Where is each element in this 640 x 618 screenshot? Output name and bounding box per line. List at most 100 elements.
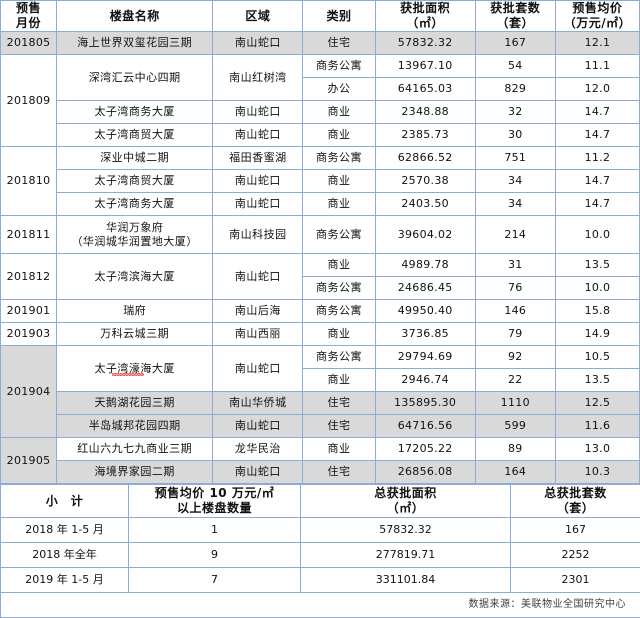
cell-presale-avg-price: 13.0 — [555, 438, 639, 461]
header-line-1: 预售均价 10 万元/㎡ — [131, 486, 298, 501]
summary-project-count: 7 — [129, 568, 301, 593]
cell-presale-avg-price: 12.5 — [555, 392, 639, 415]
summary-project-count: 9 — [129, 543, 301, 568]
cell-approved-units: 30 — [475, 124, 555, 147]
cell-category: 商业 — [303, 101, 375, 124]
cell-category: 商业 — [303, 323, 375, 346]
summary-total-area: 57832.32 — [301, 518, 511, 543]
header-line-2: （套） — [478, 16, 553, 31]
header-line-1: 总获批套数 — [513, 486, 638, 501]
cell-approved-area: 64165.03 — [375, 78, 475, 101]
cell-district: 南山蛇口 — [213, 254, 303, 300]
summary-period-label: 2018 年 1-5 月 — [1, 518, 129, 543]
cell-category: 商务公寓 — [303, 277, 375, 300]
cell-approved-units: 54 — [475, 55, 555, 78]
cell-category: 商业 — [303, 254, 375, 277]
summary-col-header-subtotal-label: 小 计 — [1, 485, 129, 518]
cell-category: 商业 — [303, 193, 375, 216]
cell-district: 南山蛇口 — [213, 101, 303, 124]
cell-district: 南山科技园 — [213, 216, 303, 254]
col-header-approved-area: 获批面积（㎡） — [375, 1, 475, 32]
cell-approved-units: 31 — [475, 254, 555, 277]
header-line-1: 区域 — [215, 9, 300, 24]
cell-category: 商业 — [303, 170, 375, 193]
cell-approved-area: 57832.32 — [375, 32, 475, 55]
cell-district: 南山蛇口 — [213, 193, 303, 216]
cell-approved-units: 79 — [475, 323, 555, 346]
cell-presale-avg-price: 12.1 — [555, 32, 639, 55]
cell-presale-avg-price: 11.6 — [555, 415, 639, 438]
cell-presale-month: 201905 — [1, 438, 57, 484]
cell-category: 住宅 — [303, 415, 375, 438]
cell-approved-units: 32 — [475, 101, 555, 124]
cell-approved-units: 829 — [475, 78, 555, 101]
cell-approved-units: 76 — [475, 277, 555, 300]
cell-project-name: 红山六九七九商业三期 — [57, 438, 213, 461]
cell-category: 商务公寓 — [303, 346, 375, 369]
cell-project-name: 深业中城二期 — [57, 147, 213, 170]
summary-col-header-total-approved-area: 总获批面积（㎡） — [301, 485, 511, 518]
cell-district: 南山蛇口 — [213, 124, 303, 147]
cell-project-name: 太子湾商贸大厦 — [57, 170, 213, 193]
cell-approved-area: 13967.10 — [375, 55, 475, 78]
cell-category: 住宅 — [303, 392, 375, 415]
cell-approved-units: 92 — [475, 346, 555, 369]
header-line-2: （㎡） — [303, 501, 508, 516]
cell-approved-area: 3736.85 — [375, 323, 475, 346]
cell-district: 南山蛇口 — [213, 32, 303, 55]
cell-presale-avg-price: 13.5 — [555, 369, 639, 392]
cell-approved-units: 89 — [475, 438, 555, 461]
cell-approved-units: 599 — [475, 415, 555, 438]
cell-approved-units: 751 — [475, 147, 555, 170]
header-line-2: 月份 — [3, 16, 54, 31]
cell-district: 南山后海 — [213, 300, 303, 323]
cell-category: 商业 — [303, 369, 375, 392]
name-line: 华润万象府 — [59, 221, 210, 235]
cell-presale-avg-price: 14.7 — [555, 193, 639, 216]
summary-period-label: 2018 年全年 — [1, 543, 129, 568]
header-line-1: 获批套数 — [478, 1, 553, 16]
cell-presale-avg-price: 14.7 — [555, 124, 639, 147]
header-line-1: 小 计 — [3, 494, 126, 509]
cell-project-name: 天鹅湖花园三期 — [57, 392, 213, 415]
header-line-1: 楼盘名称 — [59, 9, 210, 24]
cell-approved-units: 34 — [475, 170, 555, 193]
cell-approved-area: 2403.50 — [375, 193, 475, 216]
cell-presale-month: 201809 — [1, 55, 57, 147]
cell-approved-area: 49950.40 — [375, 300, 475, 323]
cell-project-name: 海境界家园二期 — [57, 461, 213, 484]
cell-presale-avg-price: 11.2 — [555, 147, 639, 170]
cell-project-name: 万科云城三期 — [57, 323, 213, 346]
cell-project-name: 瑞府 — [57, 300, 213, 323]
cell-presale-month: 201901 — [1, 300, 57, 323]
summary-col-header-total-approved-units: 总获批套数（套） — [511, 485, 640, 518]
cell-district: 南山华侨城 — [213, 392, 303, 415]
cell-project-name: 太子湾商务大厦 — [57, 101, 213, 124]
summary-total-units: 2301 — [511, 568, 640, 593]
cell-district: 南山西丽 — [213, 323, 303, 346]
cell-presale-month: 201904 — [1, 346, 57, 438]
header-line-2: 以上楼盘数量 — [131, 501, 298, 516]
data-source-note: 数据来源：美联物业全国研究中心 — [1, 593, 640, 618]
cell-presale-month: 201810 — [1, 147, 57, 216]
cell-approved-area: 4989.78 — [375, 254, 475, 277]
cell-approved-area: 62866.52 — [375, 147, 475, 170]
cell-presale-avg-price: 10.0 — [555, 216, 639, 254]
cell-project-name: 太子湾商务大厦 — [57, 193, 213, 216]
cell-approved-area: 17205.22 — [375, 438, 475, 461]
summary-total-units: 2252 — [511, 543, 640, 568]
